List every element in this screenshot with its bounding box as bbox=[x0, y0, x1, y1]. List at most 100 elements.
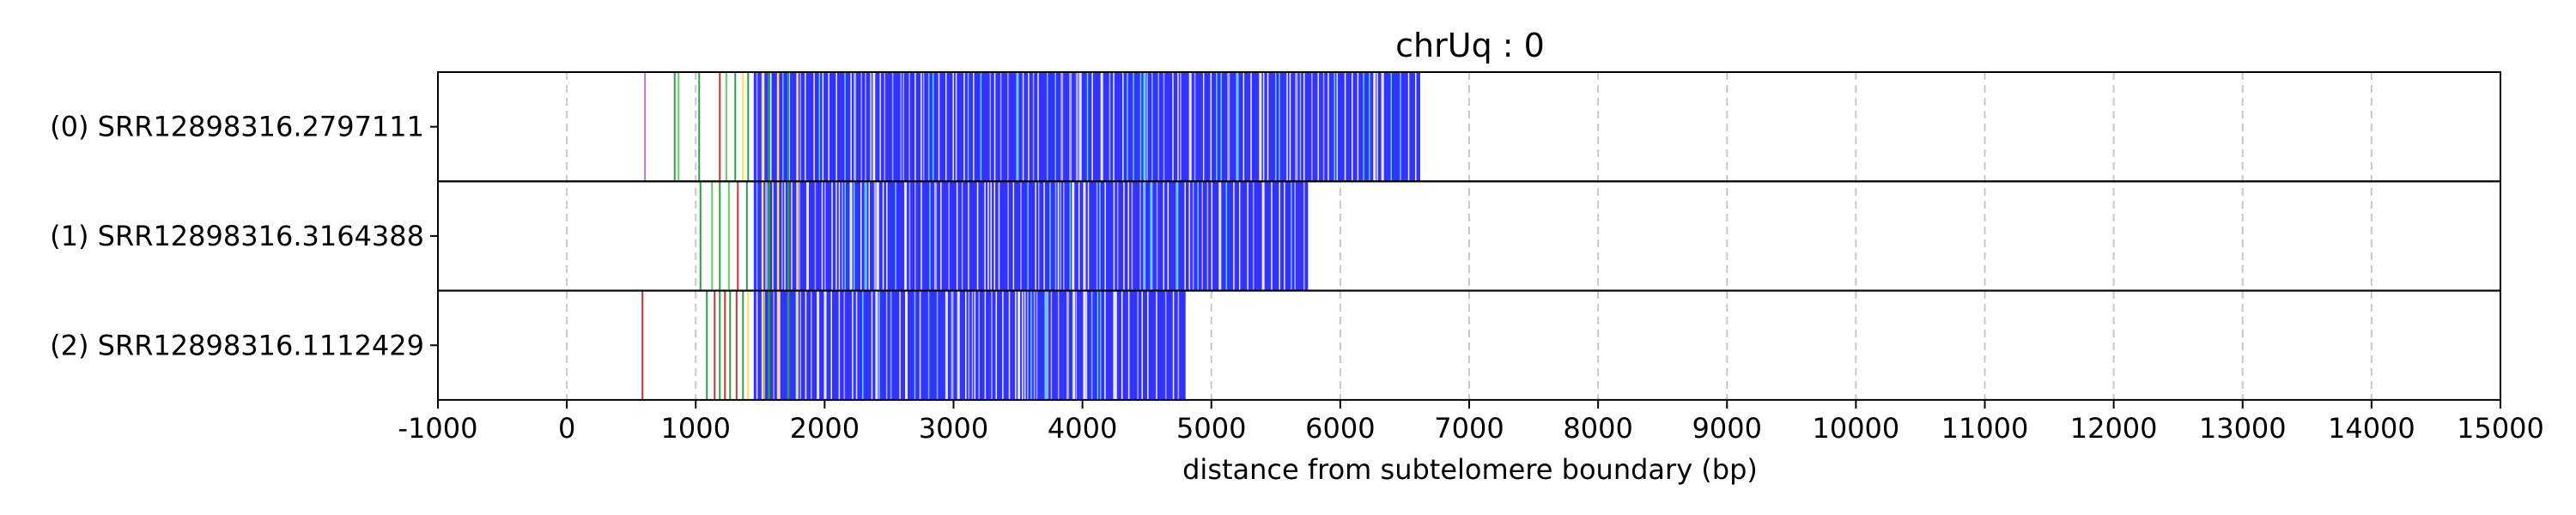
read-stripe bbox=[1390, 72, 1392, 182]
read-stripe bbox=[1317, 72, 1320, 182]
read-stripe bbox=[849, 181, 853, 291]
read-stripe bbox=[902, 72, 904, 182]
x-tick-label: 9000 bbox=[1692, 412, 1762, 445]
read-stripe bbox=[961, 181, 963, 291]
read-stripe bbox=[1146, 72, 1148, 182]
read-stripe bbox=[796, 290, 799, 400]
read-stripe bbox=[838, 290, 841, 400]
read-track bbox=[644, 72, 1420, 182]
read-stripe bbox=[1115, 290, 1117, 400]
read-stripe bbox=[927, 290, 930, 400]
read-stripe bbox=[844, 181, 846, 291]
read-stripe bbox=[805, 290, 807, 400]
read-track bbox=[699, 181, 1309, 291]
read-stripe bbox=[1063, 181, 1065, 291]
read-stripe bbox=[1086, 72, 1089, 182]
read-stripe bbox=[1357, 72, 1359, 182]
read-stripe bbox=[920, 181, 922, 291]
read-stripe bbox=[1033, 290, 1036, 400]
read-stripe bbox=[956, 181, 958, 291]
read-mark bbox=[641, 290, 644, 400]
read-stripe bbox=[1054, 181, 1057, 291]
read-stripe bbox=[1176, 181, 1179, 291]
y-axis-labels: (0) SRR12898316.2797111 (1) SRR12898316.3… bbox=[50, 111, 438, 361]
read-stripe bbox=[1007, 72, 1009, 182]
read-stripe bbox=[1303, 72, 1305, 182]
read-stripe bbox=[1201, 181, 1203, 291]
read-stripe bbox=[1018, 290, 1021, 400]
read-stripe bbox=[1177, 290, 1180, 400]
read-stripe bbox=[1032, 72, 1035, 182]
read-stripe bbox=[828, 72, 829, 182]
read-stripe bbox=[843, 290, 846, 400]
read-stripe bbox=[824, 181, 826, 291]
read-mark bbox=[714, 290, 716, 400]
read-stripe bbox=[1028, 72, 1030, 182]
read-stripe bbox=[769, 72, 772, 182]
read-stripe bbox=[1303, 181, 1305, 291]
read-stripe bbox=[1327, 72, 1329, 182]
read-stripe bbox=[841, 181, 843, 291]
read-stripe bbox=[875, 290, 878, 400]
read-stripe bbox=[922, 72, 925, 182]
read-stripe bbox=[884, 72, 886, 182]
read-stripe bbox=[762, 72, 765, 182]
read-stripe bbox=[796, 181, 799, 291]
x-tick-label: 13000 bbox=[2199, 412, 2287, 445]
read-stripe bbox=[978, 290, 980, 400]
read-stripe bbox=[1020, 181, 1022, 291]
read-stripe bbox=[831, 181, 833, 291]
read-stripe bbox=[799, 290, 801, 400]
read-stripe bbox=[822, 72, 824, 182]
read-stripe bbox=[938, 72, 940, 182]
read-stripe bbox=[1027, 290, 1029, 400]
read-stripe bbox=[1123, 181, 1125, 291]
read-stripe bbox=[968, 290, 970, 400]
read-stripe bbox=[782, 72, 784, 182]
read-mark bbox=[711, 181, 714, 291]
read-stripe bbox=[1151, 72, 1153, 182]
read-stripe bbox=[1127, 181, 1129, 291]
read-stripe bbox=[821, 181, 823, 291]
x-tick-label: 10000 bbox=[1812, 412, 1899, 445]
read-stripe bbox=[805, 72, 806, 182]
read-mark bbox=[724, 290, 726, 400]
read-stripe bbox=[914, 181, 916, 291]
read-stripe bbox=[967, 72, 969, 182]
read-stripe bbox=[1157, 72, 1159, 182]
read-stripe bbox=[1127, 290, 1130, 400]
read-stripe bbox=[952, 72, 954, 182]
x-tick-label: 5000 bbox=[1176, 412, 1246, 445]
read-stripe bbox=[984, 181, 986, 291]
read-stripe bbox=[900, 72, 902, 182]
read-stripe bbox=[920, 72, 922, 182]
read-mark bbox=[719, 72, 721, 182]
read-stripe bbox=[860, 72, 862, 182]
read-bar bbox=[753, 181, 1309, 291]
read-stripe bbox=[879, 72, 882, 182]
read-stripe bbox=[1274, 72, 1277, 182]
read-stripe bbox=[1163, 72, 1165, 182]
read-mark bbox=[745, 181, 748, 291]
read-mark bbox=[735, 290, 738, 400]
read-stripe bbox=[919, 290, 921, 400]
read-stripe bbox=[852, 290, 854, 400]
read-stripe bbox=[914, 290, 916, 400]
read-mark bbox=[673, 72, 676, 182]
read-stripe bbox=[1150, 181, 1153, 291]
read-stripe bbox=[787, 290, 790, 400]
read-stripe bbox=[830, 290, 832, 400]
read-stripe bbox=[779, 290, 781, 400]
read-stripe bbox=[1002, 290, 1004, 400]
read-stripe bbox=[864, 181, 867, 291]
read-stripe bbox=[1012, 181, 1015, 291]
read-stripe bbox=[1083, 181, 1086, 291]
read-stripe bbox=[1167, 181, 1170, 291]
read-stripe bbox=[945, 290, 948, 400]
read-mark bbox=[729, 290, 732, 400]
read-stripe bbox=[1137, 290, 1139, 400]
read-stripe bbox=[1294, 181, 1296, 291]
read-stripe bbox=[971, 290, 974, 400]
read-mark bbox=[719, 290, 721, 400]
read-stripe bbox=[882, 181, 884, 291]
